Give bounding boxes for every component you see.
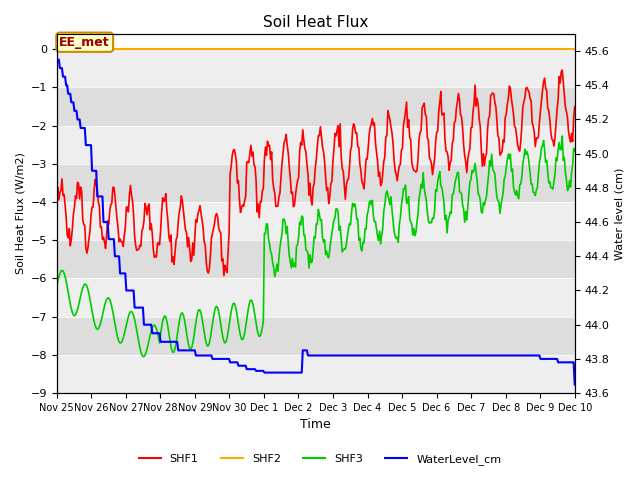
Bar bbox=[57, 317, 575, 355]
Bar bbox=[57, 87, 575, 126]
Bar bbox=[57, 240, 575, 278]
Bar bbox=[57, 126, 575, 164]
Y-axis label: Water level (cm): Water level (cm) bbox=[615, 168, 625, 260]
Legend: SHF1, SHF2, SHF3, WaterLevel_cm: SHF1, SHF2, SHF3, WaterLevel_cm bbox=[134, 450, 506, 469]
Bar bbox=[57, 164, 575, 202]
Bar bbox=[57, 278, 575, 317]
Bar bbox=[57, 355, 575, 393]
X-axis label: Time: Time bbox=[300, 419, 331, 432]
Title: Soil Heat Flux: Soil Heat Flux bbox=[263, 15, 369, 30]
Y-axis label: Soil Heat Flux (W/m2): Soil Heat Flux (W/m2) bbox=[15, 153, 25, 275]
Bar bbox=[57, 202, 575, 240]
Text: EE_met: EE_met bbox=[60, 36, 110, 49]
Bar bbox=[57, 49, 575, 87]
